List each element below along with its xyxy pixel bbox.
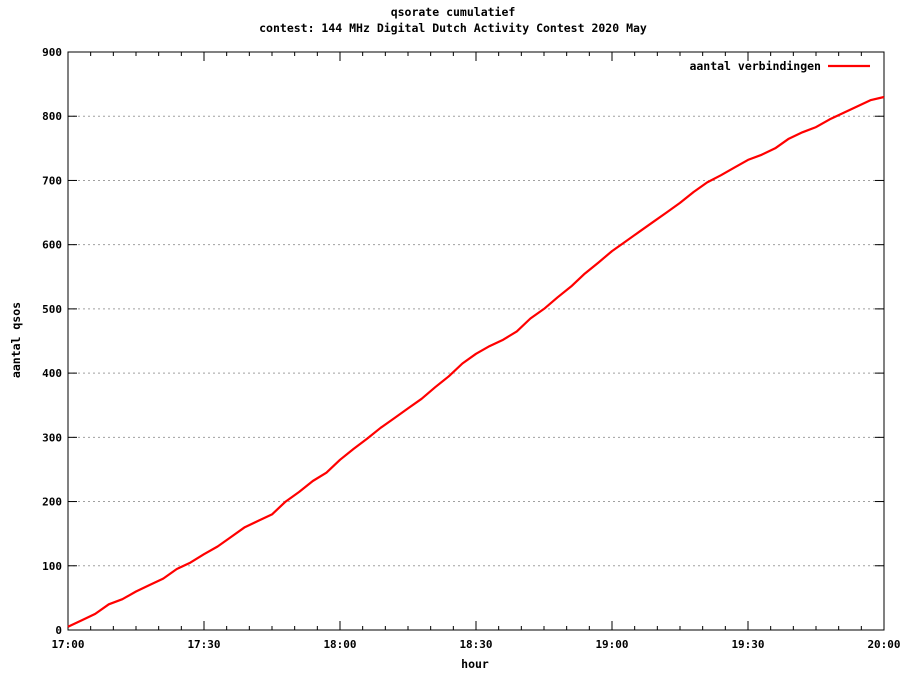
x-axis-label: hour [461,657,489,671]
y-tick-label: 0 [55,624,62,637]
x-tick-label: 17:30 [187,638,220,651]
legend-label: aantal verbindingen [689,59,821,73]
chart-title: qsorate cumulatief [391,5,516,19]
x-tick-label: 19:30 [731,638,764,651]
x-tick-label: 18:30 [459,638,492,651]
y-tick-label: 800 [42,110,62,123]
legend: aantal verbindingen [689,59,870,73]
grid-lines [68,115,884,567]
y-tick-label: 100 [42,560,62,573]
series-layer [67,95,885,628]
x-tick-label: 20:00 [867,638,900,651]
y-tick-label: 300 [42,431,62,444]
x-tick-label: 17:00 [51,638,84,651]
y-tick-label: 400 [42,367,62,380]
x-tick-label: 19:00 [595,638,628,651]
plot-frame [67,51,885,631]
y-tick-label: 500 [42,303,62,316]
series-line [67,95,885,628]
chart-subtitle: contest: 144 MHz Digital Dutch Activity … [259,21,647,35]
x-tick-label: 18:00 [323,638,356,651]
y-tick-label: 900 [42,46,62,59]
y-axis-label: aantal qsos [9,302,23,378]
axes: 0 100 200 300 400 500 600 700 800 900 17:00 17:30 18… [42,46,900,651]
y-tick-label: 700 [42,174,62,187]
y-tick-label: 600 [42,239,62,252]
y-tick-label: 200 [42,496,62,509]
